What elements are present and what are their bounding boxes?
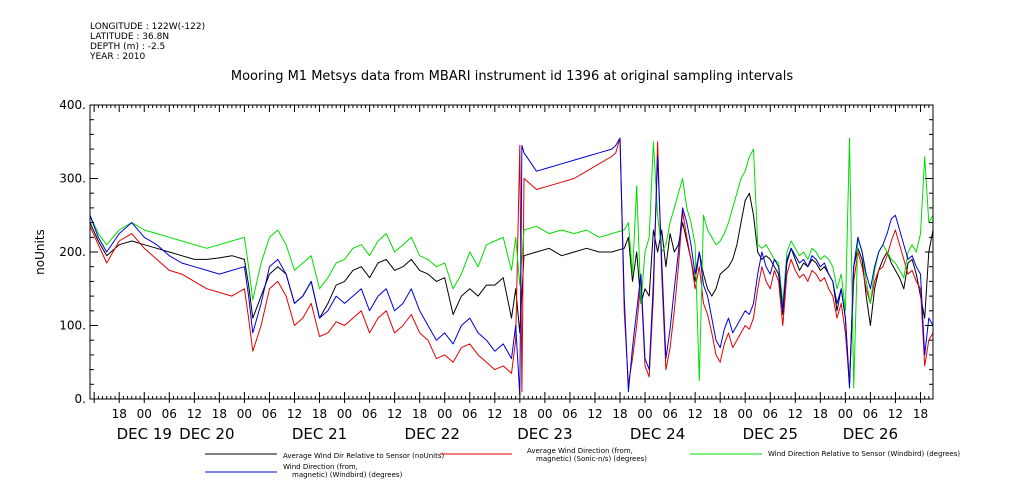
y-tick-label: 400. <box>59 98 86 112</box>
x-hour-label: 06 <box>562 407 577 421</box>
legend-label-4: Wind Direction (from, <box>283 463 358 471</box>
x-hour-label: 12 <box>487 407 502 421</box>
y-tick-label: 100. <box>59 319 86 333</box>
depth-text: DEPTH (m) : -2.5 <box>90 42 166 52</box>
x-date-label: DEC 22 <box>405 425 460 443</box>
legend-label-2: Average Wind Direction (from, <box>527 447 633 455</box>
latitude-text: LATITUDE : 36.8N <box>90 32 170 42</box>
legend-label-4-line2: magnetic) (Windbird) (degrees) <box>292 471 403 479</box>
legend-label-2-line2: magnetic) (Sonic-n/s) (degrees) <box>536 455 647 463</box>
x-hour-label: 18 <box>112 407 127 421</box>
x-hour-label: 00 <box>237 407 252 421</box>
x-date-label: DEC 26 <box>843 425 898 443</box>
x-hour-label: 06 <box>763 407 778 421</box>
x-hour-label: 12 <box>788 407 803 421</box>
x-hour-label: 12 <box>587 407 602 421</box>
legend: Average Wind Dir Relative to Sensor (noU… <box>205 447 960 479</box>
x-hour-label: 00 <box>738 407 753 421</box>
x-hour-label: 18 <box>312 407 327 421</box>
y-tick-label: 200. <box>59 245 86 259</box>
x-date-label: DEC 24 <box>630 425 685 443</box>
x-hour-label: 18 <box>212 407 227 421</box>
x-hour-label: 12 <box>287 407 302 421</box>
y-tick-label: 300. <box>59 172 86 186</box>
series-layer <box>89 137 934 396</box>
x-hour-label: 00 <box>537 407 552 421</box>
x-hour-label: 12 <box>888 407 903 421</box>
x-hour-label: 12 <box>387 407 402 421</box>
x-hour-label: 00 <box>637 407 652 421</box>
x-hour-label: 00 <box>838 407 853 421</box>
x-hour-label: 12 <box>187 407 202 421</box>
x-hour-label: 06 <box>262 407 277 421</box>
x-date-label: DEC 23 <box>517 425 572 443</box>
x-hour-label: 06 <box>863 407 878 421</box>
x-hour-label: 18 <box>713 407 728 421</box>
y-tick-label: 0. <box>75 392 86 406</box>
x-hour-label: 18 <box>813 407 828 421</box>
series-line-2 <box>89 137 934 393</box>
x-hour-label: 18 <box>612 407 627 421</box>
x-hour-label: 00 <box>337 407 352 421</box>
x-date-label: DEC 19 <box>117 425 172 443</box>
x-hour-label: 18 <box>412 407 427 421</box>
x-hour-label: 00 <box>137 407 152 421</box>
x-date-label: DEC 21 <box>292 425 347 443</box>
legend-label-1: Average Wind Dir Relative to Sensor (noU… <box>283 452 444 460</box>
x-hour-label: 06 <box>162 407 177 421</box>
x-hour-label: 06 <box>662 407 677 421</box>
chart-title: Mooring M1 Metsys data from MBARI instru… <box>231 69 793 84</box>
x-axis: 18 00 06 12 18 00 06 12 18 00 06 12 18 00 06 12 18 00 06 12… <box>89 105 934 443</box>
x-hour-label: 06 <box>362 407 377 421</box>
year-text: YEAR : 2010 <box>90 52 146 62</box>
y-axis: 0. 100. 200. 300. 400. <box>59 98 933 406</box>
x-hour-label: 18 <box>512 407 527 421</box>
x-hour-label: 06 <box>462 407 477 421</box>
longitude-text: LONGITUDE : 122W(-122) <box>90 22 206 32</box>
x-hour-label: 12 <box>687 407 702 421</box>
metadata-block: LONGITUDE : 122W(-122) LATITUDE : 36.8N … <box>90 22 205 62</box>
x-hour-label: 00 <box>437 407 452 421</box>
x-hour-label: 18 <box>913 407 928 421</box>
x-date-label: DEC 25 <box>743 425 798 443</box>
x-date-label: DEC 20 <box>179 425 234 443</box>
series-line-3 <box>89 137 934 389</box>
legend-label-3: Wind Direction Relative to Sensor (Windb… <box>768 450 960 458</box>
series-line-4 <box>89 137 934 396</box>
y-axis-label: noUnits <box>33 229 47 275</box>
